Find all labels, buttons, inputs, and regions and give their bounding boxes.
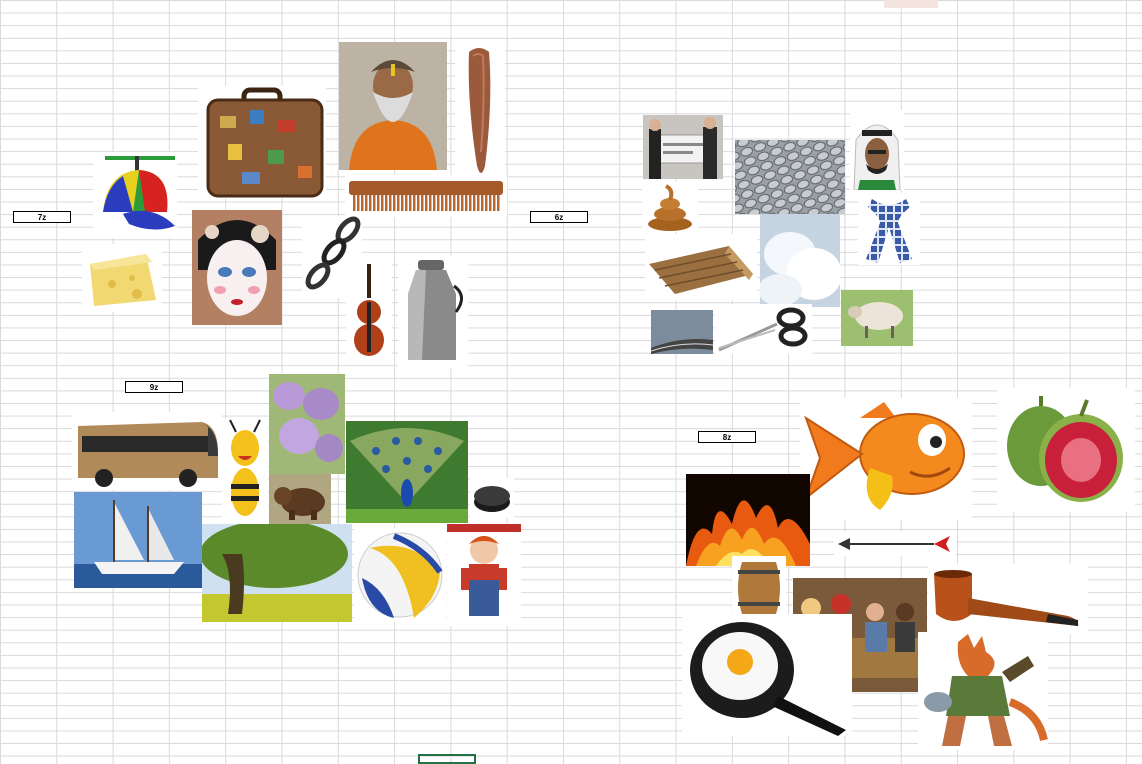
geisha-image[interactable] xyxy=(192,210,282,325)
scissors-image[interactable] xyxy=(715,304,812,354)
partial-image-top xyxy=(884,0,938,8)
group-label-9z: 9z xyxy=(125,381,183,393)
group-label-8z: 8z xyxy=(698,431,756,443)
sadhu-image[interactable] xyxy=(339,42,447,170)
wooden-club-image[interactable] xyxy=(455,42,505,182)
arrow-image[interactable] xyxy=(834,532,956,556)
volleyball-image[interactable] xyxy=(354,528,446,622)
scarf-image[interactable] xyxy=(858,193,920,265)
goldfish-cartoon-image[interactable] xyxy=(800,398,972,520)
firewood-log-image[interactable] xyxy=(645,234,757,300)
fried-egg-pan-image[interactable] xyxy=(682,614,852,736)
oak-tree-image[interactable] xyxy=(202,524,352,622)
peacock-image[interactable] xyxy=(346,421,468,523)
suitcase-image[interactable] xyxy=(198,86,326,198)
lilac-image[interactable] xyxy=(269,374,345,474)
metal-scales-image[interactable] xyxy=(735,140,845,214)
hockey-puck-image[interactable] xyxy=(470,478,514,518)
fox-warrior-image[interactable] xyxy=(918,632,1048,750)
wooden-barrel-image[interactable] xyxy=(732,556,786,620)
milk-can-image[interactable] xyxy=(398,256,468,368)
violin-image[interactable] xyxy=(346,262,392,362)
fig-image[interactable] xyxy=(997,388,1135,512)
sheikh-image[interactable] xyxy=(850,110,904,190)
snow-image[interactable] xyxy=(760,214,840,307)
maya-bee-image[interactable] xyxy=(222,418,268,524)
group-label-6z: 6z xyxy=(530,211,588,223)
fire-image[interactable] xyxy=(686,474,810,566)
poop-image[interactable] xyxy=(642,182,698,232)
curved-road-image[interactable] xyxy=(651,310,713,354)
propeller-cap-image[interactable] xyxy=(93,152,177,238)
tobacco-pipe-image[interactable] xyxy=(928,564,1088,634)
sailing-ship-image[interactable] xyxy=(74,492,202,588)
cheese-image[interactable] xyxy=(82,244,162,312)
selected-cell[interactable] xyxy=(418,754,476,764)
group-label-7z: 7z xyxy=(13,211,71,223)
bus-image[interactable] xyxy=(72,412,222,490)
comb-image[interactable] xyxy=(345,175,507,217)
check-presentation-image[interactable] xyxy=(643,115,723,179)
chucky-doll-image[interactable] xyxy=(447,524,521,626)
sheep-image[interactable] xyxy=(841,290,913,346)
bear-image[interactable] xyxy=(269,474,331,524)
